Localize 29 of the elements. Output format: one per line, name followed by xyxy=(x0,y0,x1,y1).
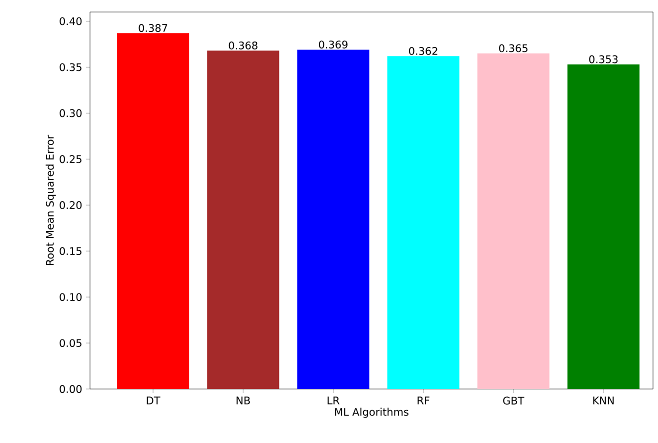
bar xyxy=(207,50,280,389)
y-tick-label: 0.30 xyxy=(60,109,82,118)
y-axis-title: Root Mean Squared Error xyxy=(46,134,56,266)
bar xyxy=(387,56,460,389)
bar xyxy=(567,64,640,389)
data-label: 0.362 xyxy=(409,47,438,55)
x-tick-label: DT xyxy=(146,396,160,404)
data-label: 0.353 xyxy=(589,55,618,64)
y-tick-label: 0.20 xyxy=(60,201,82,210)
x-tick-label: GBT xyxy=(503,396,524,405)
data-label: 0.387 xyxy=(138,24,168,32)
y-tick-label: 0.00 xyxy=(60,385,82,393)
y-tick-label: 0.05 xyxy=(60,339,82,347)
data-label: 0.368 xyxy=(228,42,258,50)
y-tick-label: 0.10 xyxy=(60,293,82,301)
bar xyxy=(477,53,550,389)
bar xyxy=(297,50,370,389)
x-axis-title: ML Algorithms xyxy=(335,408,408,418)
y-tick-label: 0.15 xyxy=(60,247,82,256)
x-tick-label: KNN xyxy=(593,396,614,404)
y-tick-label: 0.35 xyxy=(60,63,82,72)
y-tick-label: 0.25 xyxy=(60,155,82,164)
x-tick-label: LR xyxy=(328,396,340,404)
bar xyxy=(117,33,190,389)
data-label: 0.365 xyxy=(499,44,528,52)
y-tick-label: 0.40 xyxy=(60,17,82,26)
x-tick-label: NB xyxy=(236,396,250,404)
data-label: 0.369 xyxy=(318,40,348,48)
x-tick-label: RF xyxy=(418,396,430,404)
